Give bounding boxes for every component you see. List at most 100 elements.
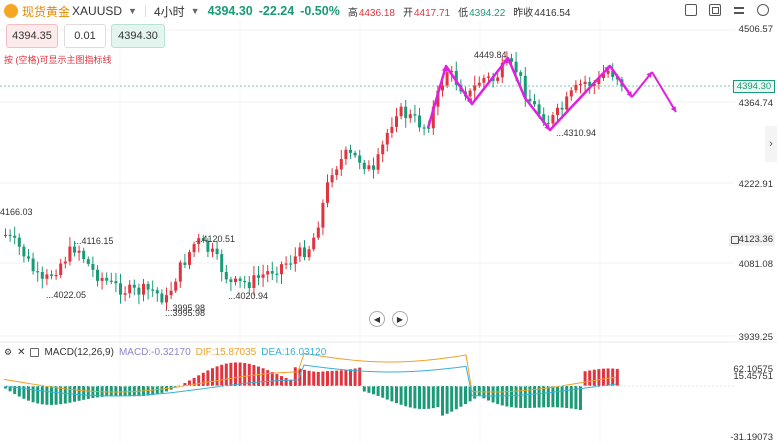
hover-price-tag[interactable]: 4123.36 [729,233,775,246]
macd-bar [109,386,113,397]
macd-bar [284,377,288,386]
dif-line [3,352,617,393]
symbol-name[interactable]: 现货黄金 [22,4,71,19]
macd-bar [615,368,619,386]
price-tick: 4364.74 [738,98,773,109]
macd-bar [128,386,132,397]
candle-body [482,77,486,83]
gold-logo-icon [4,4,18,18]
settings-icon[interactable] [733,4,745,16]
candle-body [487,76,490,78]
candle-body [362,162,366,170]
close-icon[interactable]: ✕ [17,346,26,358]
last-price: 4394.30 [207,4,253,18]
macd-bar [358,367,362,386]
candle-body [349,149,352,153]
macd-bar [404,386,408,407]
macd-bar [266,370,270,386]
candle-body [436,90,440,107]
macd-bar [326,371,329,386]
candle-body [4,234,7,237]
candle-body [454,70,458,85]
candle-body [395,116,398,127]
macd-bar [243,363,247,386]
candle-body [321,202,325,228]
macd-bar [234,362,237,386]
candle-body [473,85,477,91]
macd-legend: ⚙ ✕ MACD(12,26,9) MACD:-0.32170 DIF:15.8… [4,345,326,359]
price-tick: 4081.08 [738,259,773,270]
dif-value: DIF:15.87035 [195,346,257,358]
candle-body [510,58,513,62]
candle-body [82,250,86,260]
symbol-code[interactable]: XAUUSD [72,4,123,18]
candle-body [27,256,30,259]
scroll-forward-button[interactable]: ▶ [392,311,408,327]
candle-body [266,271,270,275]
symbol-dropdown-icon[interactable]: ▼ [128,6,137,16]
buy-price-button[interactable]: 4394.30 [111,24,165,48]
candle-body [96,269,99,281]
candle-body [399,106,403,117]
macd-bar [280,376,283,386]
toggle-icon[interactable] [685,4,697,16]
fullscreen-icon[interactable] [709,4,721,16]
macd-bar [312,371,316,386]
macd-bar [574,386,578,410]
info-icon[interactable] [757,4,769,16]
divider [144,5,146,17]
scroll-back-button[interactable]: ◀ [369,311,385,327]
candle-body [238,278,242,281]
candle-body [408,114,412,119]
price-change-percent: -0.50% [300,4,340,18]
candle-body [188,252,191,265]
settings-icon[interactable]: ⚙ [4,346,13,357]
candle-body [606,70,610,74]
macd-bar [229,362,233,386]
macd-bar [303,369,306,386]
candle-body [151,289,155,291]
candle-body [169,290,173,296]
candle-body [519,72,523,76]
candle-body [546,122,550,125]
candle-body [211,248,214,252]
candle-body [565,96,569,110]
candle-body [339,159,343,170]
candle-body [602,73,605,78]
macd-bar [473,386,477,399]
macd-axis-tick: 15.45751 [733,371,773,382]
current-price-tag: 4394.30 [733,80,775,93]
macd-bar [114,386,118,397]
candle-body [422,127,426,129]
candle-body [63,261,67,264]
candle-body [579,84,582,86]
candle-body [303,247,306,258]
indicator-toggle-icon[interactable] [30,347,40,357]
candle-body [224,272,228,280]
candle-body [261,274,265,278]
period-dropdown-icon[interactable]: ▼ [190,6,200,16]
macd-bar [436,386,440,408]
expand-panel-icon[interactable]: › [765,126,777,162]
candle-body [496,77,500,81]
macd-bar [344,369,348,386]
arrowhead-icon [544,124,550,130]
candle-body [275,273,279,275]
candle-body [77,250,81,253]
candle-body [514,61,518,73]
candle-body [280,264,283,275]
macd-bar [293,367,297,386]
candle-body [289,263,293,265]
period-selector[interactable]: 4小时 [153,4,185,19]
macd-bar [330,370,334,386]
candle-body [142,283,145,295]
quantity-input[interactable]: 0.01 [64,24,106,48]
candle-body [247,282,251,289]
macd-bar [579,386,582,410]
candle-body [611,70,615,78]
macd-bar [376,386,380,396]
candle-body [418,115,421,128]
sell-price-button[interactable]: 4394.35 [6,24,58,48]
candle-body [8,234,12,237]
